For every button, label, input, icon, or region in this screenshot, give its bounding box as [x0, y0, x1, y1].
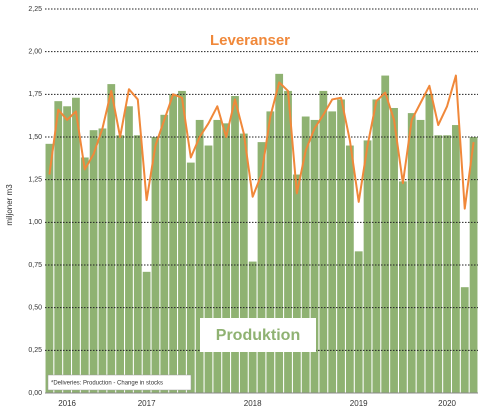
bar: [89, 130, 98, 393]
bar: [434, 135, 443, 393]
bar: [266, 111, 275, 394]
y-tick-label: 0,00: [28, 390, 42, 397]
x-tick-label: 2016: [58, 399, 76, 408]
note-box: [47, 374, 192, 391]
x-tick-label: 2020: [438, 399, 456, 408]
bar: [443, 135, 451, 393]
y-tick-label: 0,75: [28, 262, 42, 269]
bar: [301, 116, 310, 394]
y-tick-label: 2,25: [28, 6, 42, 13]
bar: [222, 123, 231, 393]
bar: [416, 119, 425, 393]
bar: [204, 145, 213, 393]
bar: [125, 106, 133, 393]
bar: [98, 128, 107, 393]
bar: [363, 140, 372, 393]
bar: [425, 94, 434, 393]
y-tick-label: 0,50: [28, 305, 42, 312]
bar: [310, 119, 319, 393]
legend-label: Leveranser: [210, 32, 290, 49]
y-tick-label: 1,25: [28, 177, 42, 184]
bar: [169, 94, 178, 393]
bar: [284, 90, 292, 394]
bar: [45, 143, 54, 393]
y-tick-label: 1,50: [28, 134, 42, 141]
bar: [54, 101, 63, 393]
bar: [345, 145, 354, 393]
x-tick-label: 2019: [350, 399, 368, 408]
bar: [72, 97, 80, 393]
bar: [407, 113, 416, 394]
bar: [257, 142, 266, 393]
bar: [469, 137, 478, 393]
bar: [160, 114, 169, 394]
bar: [178, 90, 186, 394]
y-tick-label: 2,00: [28, 49, 42, 56]
bar: [116, 135, 125, 393]
bar: [319, 90, 328, 394]
x-tick-label: 2017: [138, 399, 156, 408]
note: *Deliveries: Production - Change in stoc…: [51, 381, 163, 387]
y-tick-label: 0,25: [28, 347, 42, 354]
bar: [239, 133, 248, 393]
bar: [195, 119, 204, 393]
legend-box: [200, 318, 316, 352]
bar: [186, 162, 195, 393]
bar: [354, 251, 363, 393]
y-tick-label: 1,00: [28, 219, 42, 226]
bar: [390, 107, 398, 393]
bar: [80, 157, 89, 393]
bar: [151, 137, 160, 393]
bar: [460, 287, 469, 393]
y-axis-label: miljoner m3: [5, 184, 14, 226]
x-tick-label: 2018: [244, 399, 262, 408]
y-tick-label: 1,75: [28, 91, 42, 98]
legend-label: Produktion: [216, 327, 300, 344]
bar: [275, 73, 284, 393]
bar: [398, 181, 407, 393]
bar: [213, 119, 222, 393]
bar: [452, 125, 460, 393]
bar: [328, 111, 337, 394]
bar: [133, 135, 142, 393]
bar: [231, 96, 239, 393]
bar: [292, 174, 301, 393]
bar: [337, 99, 345, 393]
bar: [372, 99, 381, 393]
bar: [107, 84, 116, 394]
bar: [381, 75, 390, 393]
bar: [142, 271, 151, 393]
line: [48, 74, 475, 210]
bar: [63, 106, 71, 393]
